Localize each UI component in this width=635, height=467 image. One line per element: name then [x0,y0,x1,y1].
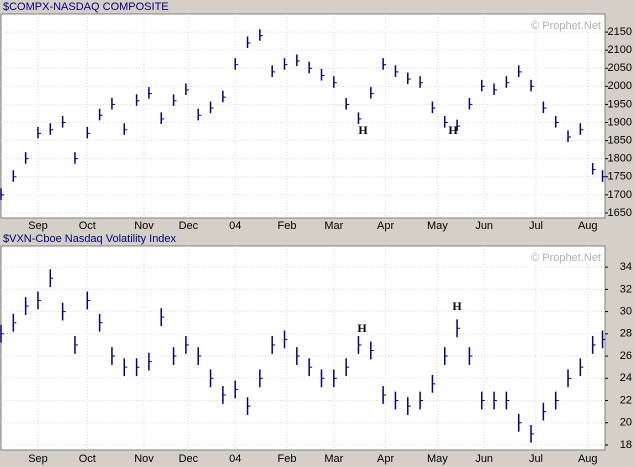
x-tick-label: Jul [529,220,543,232]
chart-title: $COMPX-NASDAQ COMPOSITE [3,1,169,13]
y-tick-label: 2150 [608,26,632,38]
annotation: H [357,321,367,335]
y-tick-label: 18 [620,439,632,451]
chart-title: $VXN-Cboe Nasdaq Volatility Index [3,233,177,245]
watermark: © Prophet.Net [531,20,601,32]
y-tick-label: 2050 [608,62,632,74]
x-tick-label: Dec [179,453,199,465]
y-tick-label: 1650 [608,207,632,219]
x-tick-label: Mar [324,453,343,465]
y-tick-label: 34 [620,261,632,273]
x-tick-label: 04 [229,453,241,465]
x-tick-label: Mar [324,220,343,232]
x-tick-label: Nov [134,220,154,232]
x-tick-label: Nov [134,453,154,465]
y-tick-label: 28 [620,328,632,340]
y-tick-label: 1850 [608,135,632,147]
x-tick-label: Feb [277,220,296,232]
y-tick-label: 32 [620,283,632,295]
y-tick-label: 1700 [608,189,632,201]
x-tick-label: May [427,220,448,232]
plot-area [0,13,606,219]
x-tick-label: Aug [578,453,598,465]
x-tick-label: Jun [475,220,493,232]
y-tick-label: 26 [620,350,632,362]
x-tick-label: Oct [79,453,96,465]
x-tick-label: Feb [277,453,296,465]
plot-area [0,245,606,451]
x-tick-label: Apr [377,453,394,465]
y-tick-label: 20 [620,417,632,429]
x-tick-label: Jul [529,453,543,465]
y-tick-label: 1750 [608,171,632,183]
x-tick-label: 04 [229,220,241,232]
y-tick-label: 1950 [608,98,632,110]
y-tick-label: 2000 [608,80,632,92]
x-tick-label: Sep [28,453,48,465]
watermark: © Prophet.Net [531,252,601,264]
y-tick-label: 30 [620,305,632,317]
x-tick-label: Sep [28,220,48,232]
annotation: H [358,123,368,137]
annotation: H [452,299,462,313]
x-tick-label: Apr [377,220,394,232]
x-tick-label: Aug [578,220,598,232]
y-tick-label: 2100 [608,44,632,56]
x-tick-label: Dec [179,220,199,232]
x-tick-label: Oct [79,220,96,232]
y-tick-label: 1800 [608,153,632,165]
y-tick-label: 22 [620,394,632,406]
annotation: H [448,123,458,137]
x-tick-label: Jun [475,453,493,465]
y-tick-label: 1900 [608,116,632,128]
x-tick-label: May [427,453,448,465]
y-tick-label: 24 [620,372,632,384]
